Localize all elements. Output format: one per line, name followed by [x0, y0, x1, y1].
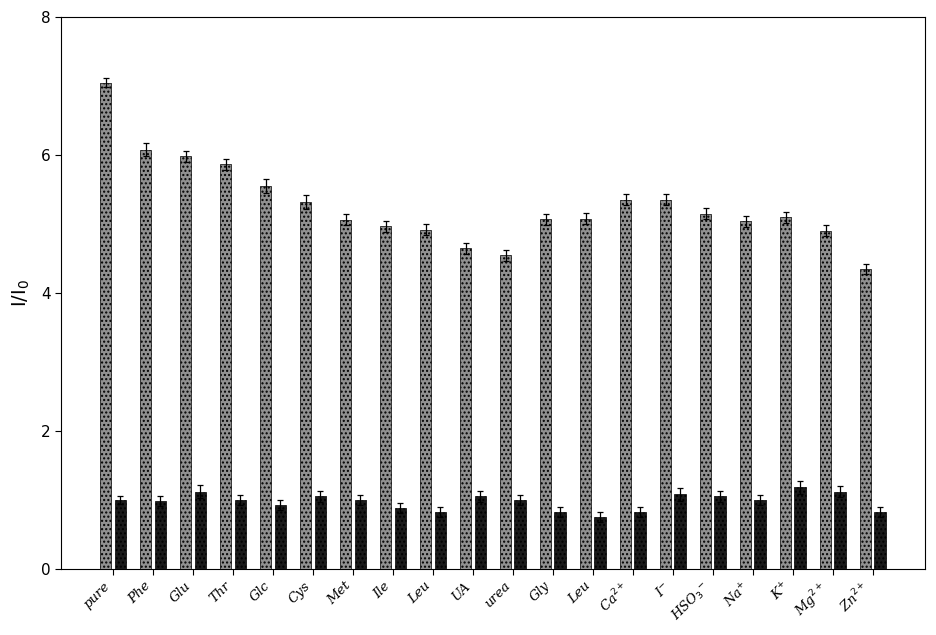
Bar: [660, 200, 671, 569]
Bar: [380, 226, 391, 569]
Bar: [700, 214, 711, 569]
Bar: [274, 505, 285, 569]
Bar: [820, 231, 831, 569]
Bar: [195, 491, 206, 569]
Bar: [461, 248, 472, 569]
Bar: [834, 491, 845, 569]
Bar: [620, 200, 631, 569]
Bar: [260, 186, 271, 569]
Bar: [500, 255, 511, 569]
Bar: [114, 500, 125, 569]
Bar: [754, 500, 766, 569]
Bar: [355, 500, 366, 569]
Bar: [594, 517, 606, 569]
Bar: [300, 202, 312, 569]
Bar: [140, 149, 152, 569]
Bar: [675, 495, 686, 569]
Bar: [874, 512, 885, 569]
Bar: [220, 164, 231, 569]
Bar: [434, 512, 446, 569]
Bar: [795, 488, 806, 569]
Bar: [235, 500, 246, 569]
Bar: [420, 229, 431, 569]
Y-axis label: I/I$_0$: I/I$_0$: [11, 279, 33, 307]
Bar: [580, 218, 592, 569]
Bar: [780, 217, 791, 569]
Bar: [860, 269, 871, 569]
Bar: [740, 221, 752, 569]
Bar: [100, 83, 111, 569]
Bar: [314, 497, 326, 569]
Bar: [554, 512, 565, 569]
Bar: [515, 500, 526, 569]
Bar: [154, 501, 166, 569]
Bar: [475, 497, 486, 569]
Bar: [180, 156, 191, 569]
Bar: [635, 512, 646, 569]
Bar: [394, 508, 405, 569]
Bar: [714, 497, 725, 569]
Bar: [340, 220, 351, 569]
Bar: [540, 219, 551, 569]
